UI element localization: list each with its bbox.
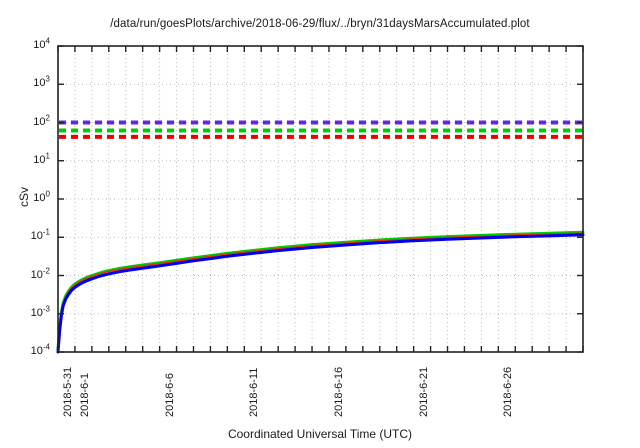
y-axis-tick-label: 102 bbox=[33, 112, 50, 128]
x-axis-tick-label: 2018-6-16 bbox=[332, 366, 345, 417]
x-axis-tick-label: 2018-6-6 bbox=[163, 372, 176, 417]
page-title: /data/run/goesPlots/archive/2018-06-29/f… bbox=[110, 18, 530, 30]
y-axis-tick-label: 103 bbox=[33, 74, 50, 90]
y-axis-tick-label: 10-1 bbox=[30, 227, 50, 243]
x-axis-tick-label: 2018-6-26 bbox=[502, 366, 515, 417]
y-axis-tick-label: 10-3 bbox=[30, 304, 50, 319]
x-axis-tick-label: 2018-6-11 bbox=[248, 367, 261, 417]
y-axis-tick-label: 104 bbox=[33, 36, 50, 51]
y-axis-tick-label: 101 bbox=[33, 151, 50, 166]
x-axis-title: Coordinated Universal Time (UTC) bbox=[227, 427, 413, 441]
y-axis-tick-label: 100 bbox=[33, 189, 50, 204]
x-axis-tick-label: 2018-6-1 bbox=[78, 372, 91, 417]
x-axis-tick-label: 2018-6-21 bbox=[417, 366, 430, 417]
accumulated-dose-green bbox=[56, 230, 585, 351]
accumulated-dose-blue bbox=[56, 233, 585, 354]
accumulated-dose-red bbox=[57, 232, 584, 352]
axis-frame bbox=[57, 45, 584, 353]
x-axis-tick-label: 2018-5-31 bbox=[62, 366, 74, 417]
y-axis-tick-label: 10-2 bbox=[30, 265, 50, 281]
y-axis-tick-label: 10-4 bbox=[30, 342, 50, 357]
